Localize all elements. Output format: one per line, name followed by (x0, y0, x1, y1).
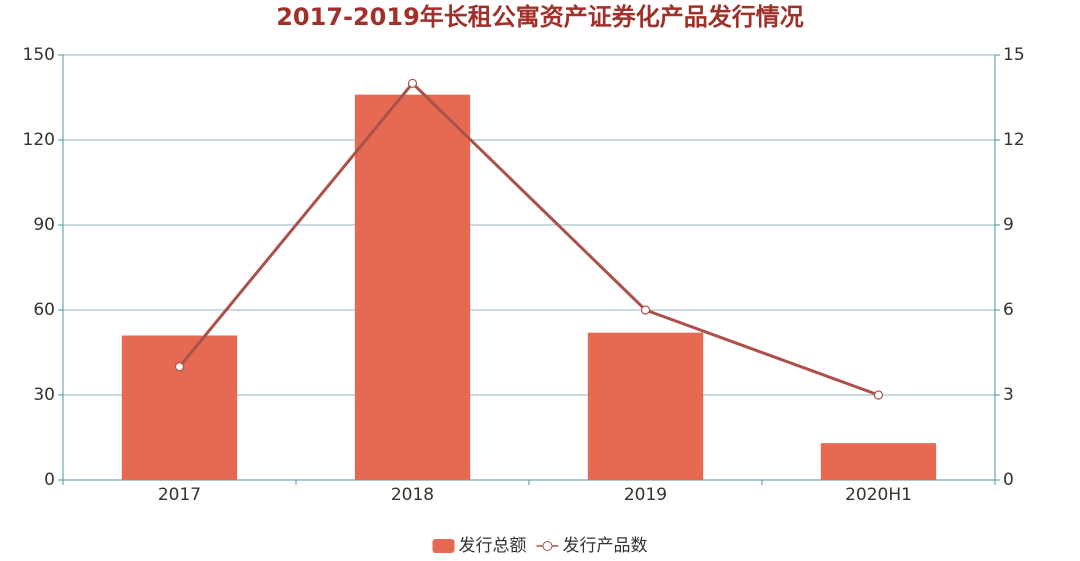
legend-label: 发行总额 (459, 536, 527, 556)
y-tick-label: 60 (33, 300, 55, 320)
point (174, 362, 185, 372)
y-tick-label: 30 (33, 385, 55, 405)
line (178, 81, 880, 397)
x-tick-label: 2020H1 (845, 485, 912, 505)
point (873, 390, 884, 400)
bar (121, 335, 238, 480)
legend-swatch (432, 539, 455, 553)
bar (587, 332, 704, 480)
y-tick-label: 120 (23, 130, 55, 150)
x-tick-label: 2018 (391, 485, 434, 505)
y2-tick-label: 6 (1003, 300, 1014, 320)
x-tick-label: 2017 (158, 485, 201, 505)
y-tick-label: 90 (33, 215, 55, 235)
chart-title: 2017-2019年长租公寓资产证券化产品发行情况 (276, 3, 804, 31)
bar (354, 94, 471, 481)
legend-label: 发行产品数 (563, 536, 648, 556)
x-tick-label: 2019 (624, 485, 667, 505)
y-tick-label: 0 (44, 470, 55, 490)
point (640, 305, 651, 315)
y2-tick-label: 0 (1003, 470, 1014, 490)
y2-tick-label: 9 (1003, 215, 1014, 235)
legend-swatch (542, 541, 553, 551)
point (407, 78, 418, 88)
y-tick-label: 150 (23, 45, 55, 65)
y2-tick-label: 12 (1003, 130, 1025, 150)
y2-tick-label: 15 (1003, 45, 1025, 65)
bar (820, 443, 937, 480)
legend: 发行总额 发行产品数 (432, 536, 648, 556)
y2-tick-label: 3 (1003, 385, 1014, 405)
